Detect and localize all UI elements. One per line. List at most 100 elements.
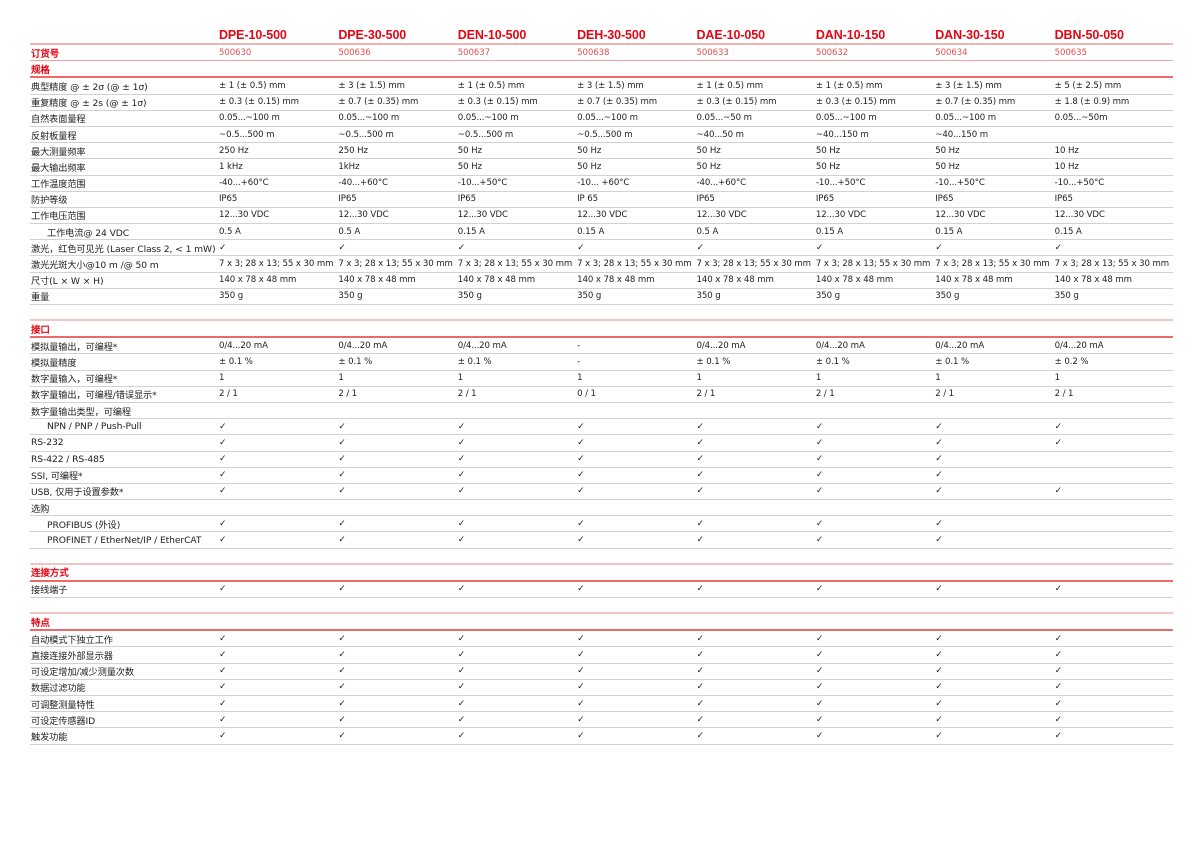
cell-value: 2 / 1	[814, 386, 935, 403]
cell-value	[576, 499, 696, 517]
cell-value: IP 65	[576, 191, 696, 208]
cell-value	[456, 499, 577, 517]
cell-value	[695, 499, 815, 517]
cell-value: ~40...150 m	[814, 126, 935, 144]
check-icon: ✓	[337, 483, 457, 501]
check-icon: ✓	[456, 451, 577, 468]
spacer-cell	[30, 597, 1173, 614]
cell-value: 12...30 VDC	[456, 207, 577, 225]
cell-value: 7 x 3; 28 x 13; 55 x 30 mm	[814, 255, 935, 273]
check-icon: ✓	[695, 451, 815, 468]
cell-value: 250 Hz	[337, 142, 457, 160]
check-icon: ✓	[934, 434, 1054, 452]
cell-value: 2 / 1	[218, 386, 338, 403]
check-icon: ✓	[456, 515, 577, 533]
cell-value: ± 0.7 (± 0.35) mm	[934, 94, 1054, 111]
check-icon: ✓	[337, 695, 457, 713]
check-icon: ✓	[576, 646, 696, 664]
cell-value: ± 1 (± 0.5) mm	[218, 77, 338, 95]
cell-value: 1	[695, 370, 815, 387]
table-row: SSI, 可编程* ✓ ✓ ✓ ✓ ✓ ✓ ✓	[30, 467, 1173, 484]
order-number: 500636	[337, 44, 457, 62]
spacer-cell	[30, 304, 1173, 321]
cell-value: 140 x 78 x 48 mm	[337, 272, 457, 289]
check-icon: ✓	[576, 663, 696, 680]
check-icon: ✓	[695, 695, 815, 713]
check-icon: ✓	[337, 451, 457, 468]
check-icon: ✓	[337, 711, 457, 729]
check-icon: ✓	[934, 695, 1054, 713]
cell-value: 0/4...20 mA	[1053, 337, 1173, 355]
check-icon: ✓	[814, 434, 935, 452]
table-row: 反射板量程 ~0.5...500 m ~0.5...500 m ~0.5...5…	[30, 126, 1173, 144]
section-title: 特点	[30, 613, 1173, 632]
row-label: 尺寸(L × W × H)	[30, 272, 218, 289]
cell-value: 0/4...20 mA	[218, 337, 338, 355]
order-label: 订货号	[30, 44, 218, 62]
check-icon: ✓	[456, 646, 577, 664]
table-row: 重复精度 @ ± 2s (@ ± 1σ) ± 0.3 (± 0.15) mm ± 0…	[30, 94, 1173, 111]
model-name: DEN-10-500	[456, 26, 577, 45]
check-icon: ✓	[456, 679, 577, 696]
check-icon: ✓	[814, 646, 935, 664]
cell-value: 2 / 1	[456, 386, 577, 403]
table-row: PROFIBUS (外设) ✓ ✓ ✓ ✓ ✓ ✓ ✓	[30, 515, 1173, 533]
row-label: 工作温度范围	[30, 175, 218, 192]
cell-value: -40...+60°C	[218, 175, 338, 192]
check-icon: ✓	[576, 467, 696, 484]
row-label: 激光光斑大小@10 m /@ 50 m	[30, 255, 218, 273]
cell-value: 1kHz	[337, 158, 457, 176]
row-label: 防护等级	[30, 191, 218, 208]
cell-value: -40...+60°C	[337, 175, 457, 192]
table-row: RS-422 / RS-485 ✓ ✓ ✓ ✓ ✓ ✓ ✓	[30, 451, 1173, 468]
check-icon: ✓	[814, 418, 935, 436]
table-row: 自动模式下独立工作 ✓ ✓ ✓ ✓ ✓ ✓ ✓ ✓	[30, 630, 1173, 648]
check-icon: ✓	[1053, 646, 1173, 664]
check-icon: ✓	[456, 695, 577, 713]
cell-value	[934, 499, 1054, 517]
check-icon: ✓	[218, 580, 338, 598]
check-icon: ✓	[814, 695, 935, 713]
table-row: 模拟量精度 ± 0.1 % ± 0.1 % ± 0.1 % - ± 0.1 % ± 0.1 …	[30, 353, 1173, 371]
model-name: DPE-10-500	[218, 26, 338, 45]
check-icon: ✓	[695, 515, 815, 533]
table-row: NPN / PNP / Push-Pull ✓ ✓ ✓ ✓ ✓ ✓ ✓ ✓	[30, 418, 1173, 436]
cell-value: 0.05...~100 m	[934, 110, 1054, 127]
table-row: 选购	[30, 499, 1173, 517]
check-icon: ✓	[695, 483, 815, 501]
cell-value	[1053, 126, 1173, 144]
cell-value	[695, 402, 815, 420]
table-row: 数字量输入，可编程* 1 1 1 1 1 1 1 1	[30, 370, 1173, 387]
check-icon: ✓	[1053, 679, 1173, 696]
table-row: 触发功能 ✓ ✓ ✓ ✓ ✓ ✓ ✓ ✓	[30, 727, 1173, 745]
check-icon: ✓	[695, 630, 815, 648]
cell-value: 0.05...~100 m	[218, 110, 338, 127]
cell-value: 0.5 A	[337, 223, 457, 241]
check-icon: ✓	[576, 239, 696, 257]
cell-value: IP65	[814, 191, 935, 208]
cell-value: ± 0.1 %	[218, 353, 338, 371]
table-row: 激光，红色可见光 (Laser Class 2, < 1 mW) ✓ ✓ ✓ ✓ ✓ ✓ ✓ ✓	[30, 239, 1173, 257]
row-label: RS-422 / RS-485	[30, 451, 218, 468]
check-icon: ✓	[1053, 663, 1173, 680]
cell-value: -10...+50°C	[934, 175, 1054, 192]
check-icon: ✓	[218, 663, 338, 680]
cell-value: ± 3 (± 1.5) mm	[576, 77, 696, 95]
check-icon: ✓	[576, 483, 696, 501]
cell-value: 350 g	[218, 288, 338, 306]
spec-sheet: DPE-10-500 DPE-30-500 DEN-10-500 DEH-30-500…	[30, 26, 1173, 745]
check-icon: ✓	[814, 467, 935, 484]
check-icon: ✓	[934, 630, 1054, 648]
cell-value: 0.05...~100 m	[814, 110, 935, 127]
cell-value: 50 Hz	[695, 158, 815, 176]
cell-value: 140 x 78 x 48 mm	[1053, 272, 1173, 289]
row-label: 模拟量精度	[30, 353, 218, 371]
model-name: DPE-30-500	[337, 26, 457, 45]
order-number: 500638	[576, 44, 696, 62]
cell-value: 2 / 1	[337, 386, 457, 403]
table-row: 防护等级 IP65 IP65 IP65 IP 65 IP65 IP65 IP65 IP65	[30, 191, 1173, 208]
cell-value: -10...+50°C	[456, 175, 577, 192]
row-label: 数字量输出类型，可编程	[30, 402, 218, 420]
check-icon: ✓	[1053, 630, 1173, 648]
row-label: 数字量输入，可编程*	[30, 370, 218, 387]
